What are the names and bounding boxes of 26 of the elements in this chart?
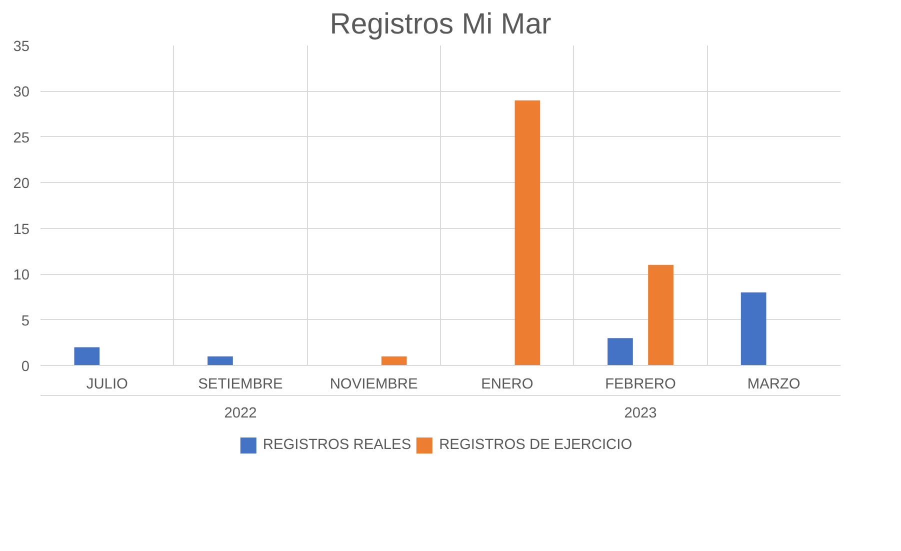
bar bbox=[608, 338, 633, 366]
x-tick-label: JULIO bbox=[86, 376, 128, 392]
bar bbox=[381, 356, 407, 366]
y-tick-label: 25 bbox=[13, 130, 30, 146]
y-tick-label: 35 bbox=[13, 39, 30, 55]
bar bbox=[514, 100, 540, 366]
x-tick-label: FEBRERO bbox=[605, 376, 676, 392]
chart-title: Registros Mi Mar bbox=[330, 8, 552, 40]
y-tick-label: 20 bbox=[13, 176, 30, 192]
bar bbox=[740, 292, 766, 366]
y-tick-label: 0 bbox=[21, 359, 30, 375]
y-tick-label: 10 bbox=[13, 268, 30, 284]
legend-label: REGISTROS REALES bbox=[262, 437, 412, 453]
bar bbox=[648, 264, 674, 366]
y-tick-label: 5 bbox=[21, 313, 30, 330]
x-tick-label: MARZO bbox=[747, 376, 800, 392]
bar bbox=[74, 347, 100, 366]
y-tick-label: 15 bbox=[13, 222, 30, 238]
text: 2023 bbox=[624, 406, 657, 422]
bar bbox=[208, 356, 233, 366]
x-tick-label: ENERO bbox=[481, 376, 534, 392]
legend-label: REGISTROS DE EJERCICIO bbox=[439, 437, 632, 453]
text: 2022 bbox=[224, 406, 257, 422]
x-tick-label: NOVIEMBRE bbox=[330, 376, 418, 392]
y-tick-label: 30 bbox=[13, 84, 30, 101]
x-tick-label: SETIEMBRE bbox=[198, 376, 284, 392]
